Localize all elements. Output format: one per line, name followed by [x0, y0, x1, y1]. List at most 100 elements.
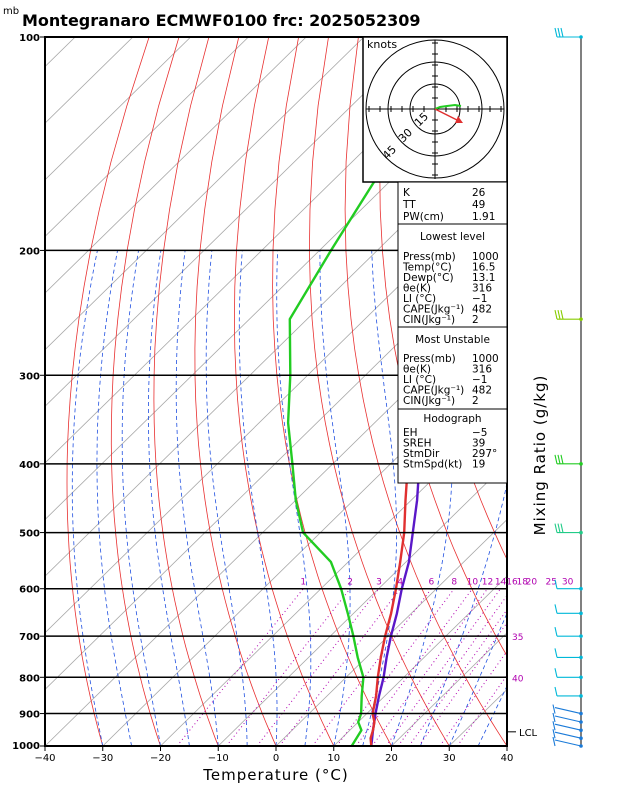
pressure-tick-label: 700: [19, 632, 40, 643]
wind-barb-flag: [557, 523, 561, 533]
dry-adiabat: [194, 37, 277, 746]
wind-barb-flag: [554, 523, 558, 533]
hodograph-stats-box: [397, 408, 508, 484]
moist-adiabat: [319, 250, 351, 746]
moist-adiabat: [147, 250, 190, 746]
mixing-ratio-label: 16: [506, 578, 518, 588]
panel-row-value: −5: [472, 427, 487, 439]
isotherm: [45, 37, 422, 407]
mixing-ratio-label: 8: [451, 578, 457, 588]
panel-row-label: Press(mb): [403, 251, 456, 263]
wind-barb-shaft: [554, 723, 582, 731]
mixing-ratio-label: 3: [376, 578, 382, 588]
mixing-ratio-line: [456, 674, 507, 746]
mixing-ratio-line: [439, 650, 507, 746]
panel-row-label: θe(K): [403, 364, 431, 376]
moist-adiabat: [506, 745, 507, 746]
storm-motion-marker: [455, 116, 463, 123]
isotherm: [45, 37, 307, 294]
panel-row-label: TT: [402, 199, 416, 211]
x-tick-label: −40: [34, 753, 55, 764]
panel-row-value: 16.5: [472, 262, 495, 274]
pressure-tick-label: 900: [19, 710, 40, 721]
moist-adiabat: [205, 250, 248, 746]
panel-row-label: Dewp(°C): [403, 272, 454, 284]
panel-row-value: 2: [472, 314, 479, 326]
mixing-ratio-label: 30: [562, 578, 574, 588]
panel-row-value: 316: [472, 364, 492, 376]
most-unstable-header: Most Unstable: [415, 334, 490, 346]
panel-row-label: CIN(Jkg⁻¹): [403, 395, 455, 407]
moist-adiabat: [175, 250, 219, 746]
lowest-level-box: [397, 223, 508, 328]
storm-motion-vector: [434, 108, 460, 122]
lcl-label: LCL: [519, 728, 538, 739]
mixing-ratio-label: 25: [545, 578, 556, 588]
wind-barb-flag: [554, 686, 558, 697]
wind-barb-flag: [554, 668, 558, 678]
isotherm: [45, 37, 191, 181]
mixing-ratio-line: [408, 608, 507, 746]
wind-barb-shaft: [554, 739, 582, 747]
panel-row-value: 1.91: [472, 211, 495, 223]
indices-box: [397, 181, 508, 225]
mixing-ratio-line: [397, 594, 507, 746]
mixing-ratio-line: [418, 621, 507, 746]
pressure-unit-label: mb: [3, 6, 19, 17]
panel-row-label: PW(cm): [403, 211, 444, 223]
panel-row-label: StmDir: [403, 448, 440, 460]
panel-row-label: SREH: [403, 438, 432, 450]
dry-adiabat: [66, 37, 150, 746]
x-axis-label: Temperature (°C): [202, 766, 348, 784]
panel-row-label: Press(mb): [403, 353, 456, 365]
isotherm: [506, 745, 507, 746]
pressure-tick-label: 1000: [12, 741, 40, 752]
panel-row-value: 2: [472, 395, 479, 407]
dry-adiabat: [272, 37, 392, 746]
wind-barb-flag: [552, 704, 556, 714]
mixing-ratio-line: [312, 588, 432, 746]
dry-adiabat: [233, 37, 335, 746]
mixing-ratio-label: 10: [467, 578, 479, 588]
panel-row-value: 1000: [472, 251, 499, 263]
wind-barb-flag: [557, 454, 561, 464]
isotherm: [275, 518, 507, 746]
panel-row-value: 297°: [472, 448, 497, 460]
isotherm: [217, 462, 507, 746]
wind-barb-flag: [554, 648, 558, 658]
x-tick-label: −20: [150, 753, 171, 764]
panel-row-label: EH: [403, 427, 418, 439]
mixing-ratio-line: [279, 588, 401, 746]
x-tick-label: −30: [92, 753, 113, 764]
x-tick-label: 10: [327, 753, 340, 764]
dry-adiabat: [153, 37, 219, 746]
hodograph-trace: [434, 103, 462, 110]
dewpoint-curve: [286, 37, 481, 746]
panel-row-value: 26: [472, 187, 486, 199]
moist-adiabat: [238, 250, 278, 746]
wind-barb-flag: [554, 627, 558, 637]
pressure-tick-label: 500: [19, 529, 40, 540]
wind-barb-flag: [557, 27, 561, 38]
mixing-ratio-line: [176, 588, 304, 746]
isotherm: [45, 37, 365, 351]
lowest-level-header: Lowest level: [420, 231, 485, 243]
panel-row-label: K: [403, 187, 411, 199]
mixing-ratio-line: [336, 588, 455, 746]
panel-row-label: LI (°C): [403, 374, 436, 386]
mixing-ratio-label: 1: [300, 578, 306, 588]
mixing-ratio-line: [371, 588, 488, 746]
wind-barb-flag: [552, 736, 556, 747]
pressure-tick-label: 600: [19, 585, 40, 596]
panel-row-value: 19: [472, 459, 485, 471]
panel-row-label: CIN(Jkg⁻¹): [403, 314, 455, 326]
wind-barb-flag: [560, 523, 564, 533]
wind-barb-flag: [554, 579, 558, 589]
mixing-ratio-line: [385, 588, 501, 746]
panel-row-value: 39: [472, 438, 485, 450]
wind-barb-flag: [552, 729, 556, 739]
mixing-ratio-label: 18: [516, 578, 528, 588]
wind-barb-shaft: [554, 731, 582, 739]
